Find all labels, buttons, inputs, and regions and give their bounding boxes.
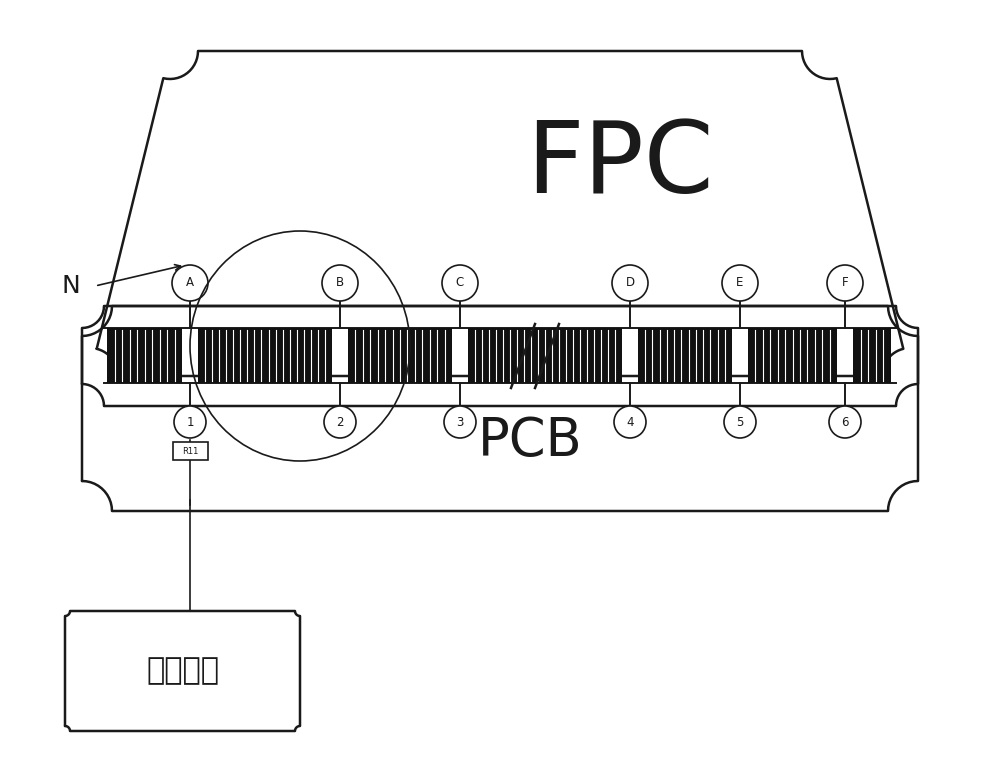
Bar [853,328,891,383]
Circle shape [444,406,476,438]
Text: B: B [336,276,344,289]
Text: C: C [456,276,464,289]
Text: E: E [736,276,744,289]
Circle shape [614,406,646,438]
Text: 3: 3 [456,415,464,428]
Circle shape [612,265,648,301]
Circle shape [827,265,863,301]
Circle shape [174,406,206,438]
Text: 1: 1 [186,415,194,428]
Text: FPC: FPC [526,117,714,214]
Text: 4: 4 [626,415,634,428]
Text: 5: 5 [736,415,744,428]
Text: N: N [62,274,81,298]
Circle shape [324,406,356,438]
Circle shape [724,406,756,438]
Circle shape [322,265,358,301]
Polygon shape [82,306,918,406]
Text: PCB: PCB [478,415,582,467]
Circle shape [172,265,208,301]
Bar [468,328,622,383]
Text: 6: 6 [841,415,849,428]
Text: 探针治具: 探针治具 [146,656,219,685]
Text: A: A [186,276,194,289]
Bar [348,328,452,383]
Circle shape [829,406,861,438]
Text: R11: R11 [182,446,198,456]
Bar [748,328,837,383]
Bar [173,442,208,460]
Bar [107,328,182,383]
Text: 2: 2 [336,415,344,428]
Circle shape [722,265,758,301]
Bar [198,328,332,383]
Circle shape [442,265,478,301]
Text: D: D [625,276,635,289]
Text: F: F [842,276,848,289]
Bar [638,328,732,383]
